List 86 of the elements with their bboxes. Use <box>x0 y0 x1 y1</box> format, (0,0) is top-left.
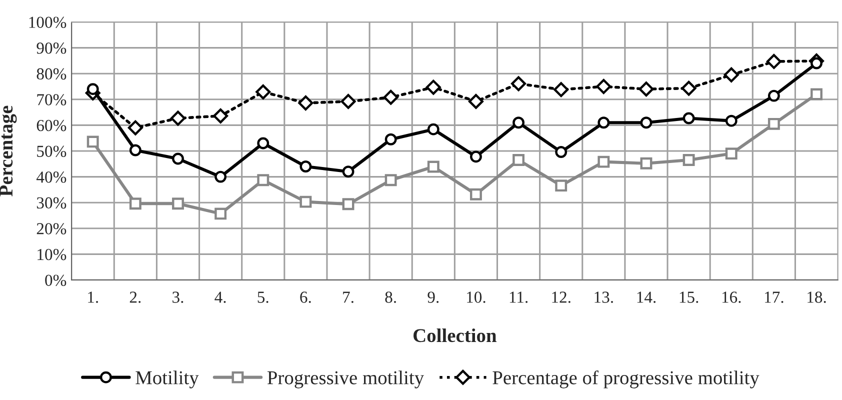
legend-label: Progressive motility <box>267 370 424 388</box>
point <box>426 80 441 95</box>
point <box>555 146 568 158</box>
point <box>598 116 610 129</box>
y-tick-label: 100% <box>29 16 66 28</box>
point <box>300 160 312 172</box>
point <box>512 154 525 166</box>
point <box>725 148 738 160</box>
point <box>554 82 569 98</box>
point <box>170 110 186 126</box>
point <box>298 96 314 111</box>
y-tick-label: 30% <box>36 197 66 209</box>
point <box>342 166 354 178</box>
point <box>213 108 228 124</box>
x-tick-label: 15. <box>680 292 698 303</box>
point <box>300 196 312 208</box>
x-tick-label: 3. <box>172 292 184 303</box>
y-tick-label: 20% <box>36 223 66 234</box>
point <box>682 154 695 166</box>
y-tick-label: 80% <box>36 68 66 80</box>
point <box>214 170 227 183</box>
point <box>257 137 270 150</box>
point <box>470 188 482 200</box>
point <box>86 83 99 96</box>
point <box>682 112 695 124</box>
x-tick-label: 16. <box>722 292 741 303</box>
point <box>768 118 780 130</box>
y-tick-label: 40% <box>36 172 66 183</box>
point <box>427 123 440 136</box>
x-tick-label: 5. <box>258 292 268 303</box>
y-axis-title: Percentage <box>0 106 17 196</box>
x-tick-label: 2. <box>130 292 141 303</box>
point <box>681 80 696 96</box>
point <box>640 157 652 170</box>
y-tick-label: 70% <box>37 94 66 106</box>
legend-label: Motility <box>136 370 199 388</box>
point <box>172 198 184 210</box>
point <box>214 208 227 220</box>
point <box>640 116 652 129</box>
point <box>257 174 270 186</box>
point <box>468 94 484 109</box>
point <box>512 116 525 129</box>
x-tick-label: 13. <box>594 292 613 303</box>
x-tick-label: 12. <box>552 292 570 303</box>
point <box>810 88 822 100</box>
point <box>470 150 482 163</box>
y-tick-label: 0% <box>45 274 66 286</box>
x-axis-title: Collection <box>414 328 497 342</box>
point <box>427 160 440 173</box>
point <box>384 133 397 146</box>
point <box>768 90 780 102</box>
point <box>598 156 610 168</box>
y-tick-label: 60% <box>36 120 66 132</box>
point <box>725 114 738 127</box>
y-tick-label: 90% <box>36 42 66 54</box>
point <box>128 120 143 136</box>
point <box>129 198 142 210</box>
point <box>342 198 354 210</box>
point <box>724 67 739 82</box>
point <box>596 79 612 94</box>
point <box>555 180 568 192</box>
point <box>383 90 398 105</box>
point <box>256 84 271 100</box>
point <box>638 82 654 97</box>
point <box>810 57 822 70</box>
point <box>340 94 356 109</box>
point <box>86 136 99 148</box>
x-tick-label: 6. <box>300 292 311 303</box>
x-tick-label: 11. <box>510 292 528 303</box>
y-tick-label: 50% <box>37 146 66 157</box>
x-tick-label: 14. <box>637 292 656 303</box>
point <box>766 54 782 69</box>
x-tick-label: 4. <box>214 292 226 303</box>
point <box>129 144 142 156</box>
x-tick-label: 17. <box>764 292 784 303</box>
x-tick-label: 1. <box>88 292 98 303</box>
y-tick-label: 10% <box>38 248 66 260</box>
legend-label: Percentage of progressive motility <box>492 370 760 388</box>
point <box>172 152 184 165</box>
x-tick-label: 7. <box>343 292 354 303</box>
point <box>384 174 397 186</box>
x-tick-label: 9. <box>428 292 439 303</box>
point <box>511 76 526 92</box>
x-tick-label: 18. <box>808 292 826 303</box>
x-tick-label: 10. <box>467 292 486 303</box>
x-tick-label: 8. <box>385 292 396 303</box>
